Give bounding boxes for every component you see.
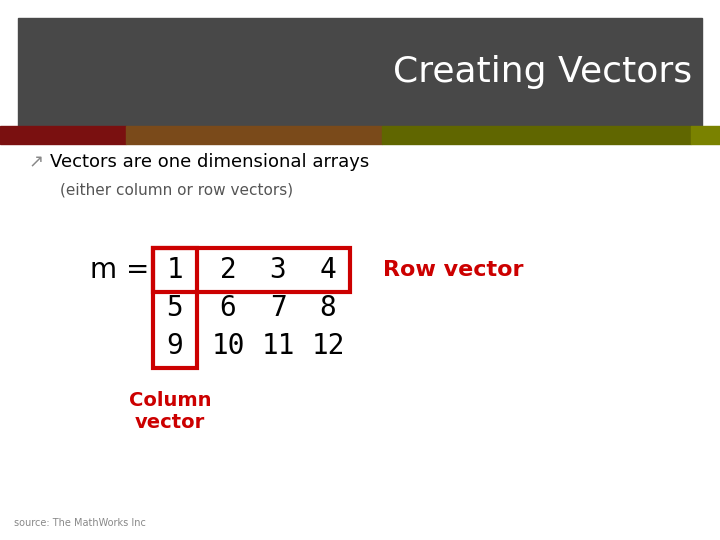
Bar: [153, 248, 197, 368]
Bar: [691, 126, 720, 144]
Text: 1: 1: [166, 256, 184, 284]
Text: 5: 5: [166, 294, 184, 322]
Text: Row vector: Row vector: [383, 260, 523, 280]
Text: Creating Vectors: Creating Vectors: [393, 55, 692, 89]
Text: 10: 10: [211, 332, 245, 360]
Text: 7: 7: [269, 294, 287, 322]
Bar: [382, 126, 691, 144]
Text: ↗: ↗: [28, 153, 43, 171]
Text: m =: m =: [90, 256, 149, 284]
Text: Vectors are one dimensional arrays: Vectors are one dimensional arrays: [50, 153, 369, 171]
Text: 11: 11: [261, 332, 294, 360]
Text: 9: 9: [166, 332, 184, 360]
Text: (either column or row vectors): (either column or row vectors): [60, 183, 293, 198]
Text: Column
vector: Column vector: [129, 391, 211, 432]
Bar: [153, 248, 350, 292]
Text: 4: 4: [320, 256, 336, 284]
Text: 8: 8: [320, 294, 336, 322]
Bar: [18, 18, 702, 126]
Text: 6: 6: [220, 294, 236, 322]
Text: 12: 12: [311, 332, 345, 360]
Bar: [0, 126, 126, 144]
Bar: [126, 126, 382, 144]
Text: 3: 3: [269, 256, 287, 284]
Text: source: The MathWorks Inc: source: The MathWorks Inc: [14, 518, 146, 528]
Text: 2: 2: [220, 256, 236, 284]
